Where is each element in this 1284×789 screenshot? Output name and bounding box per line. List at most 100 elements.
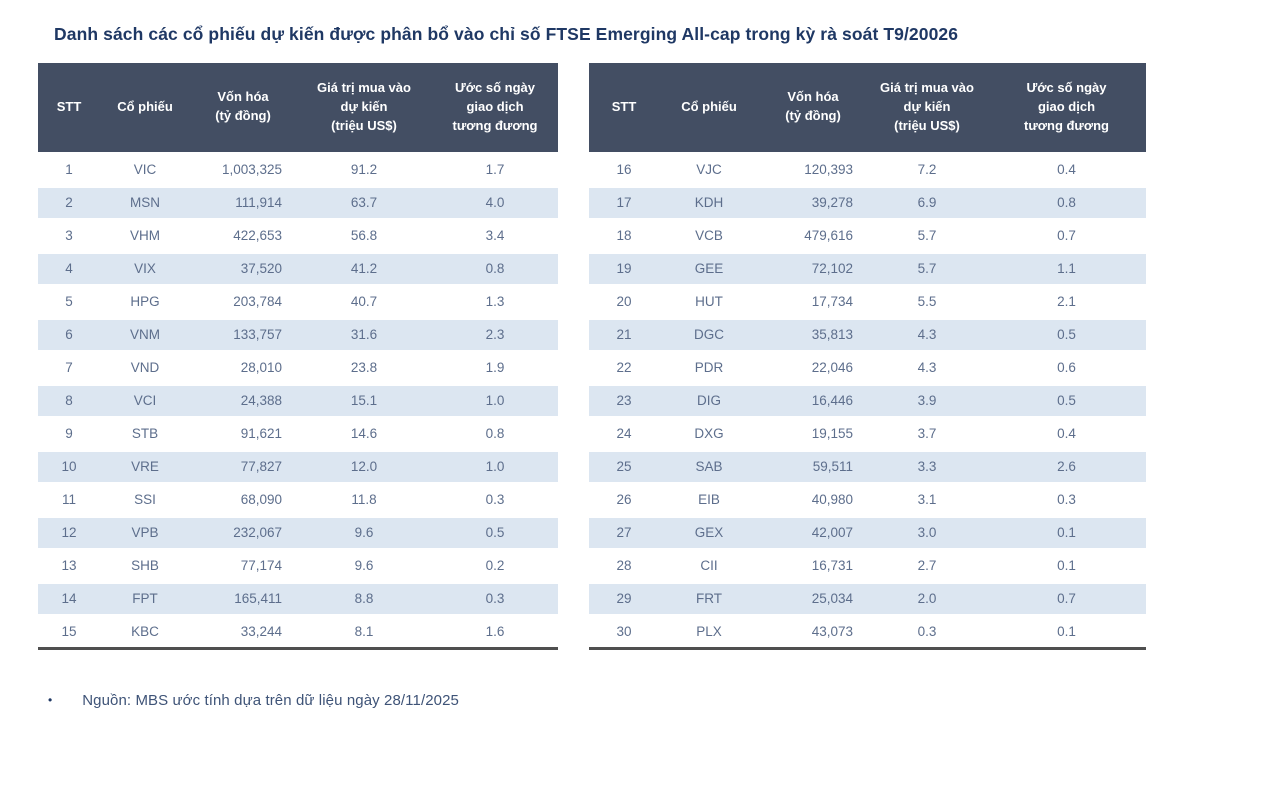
- table-row: 29 FRT 25,034 2.0 0.7: [589, 580, 1146, 615]
- table-cell: VIX: [100, 250, 190, 285]
- table-cell: 31.6: [296, 316, 432, 351]
- table-row: 7 VND 28,010 23.8 1.9: [38, 349, 558, 384]
- table-cell: GEX: [659, 514, 759, 549]
- table-cell: 39,278: [759, 184, 867, 219]
- table-cell: 0.1: [987, 613, 1146, 648]
- table-cell: 42,007: [759, 514, 867, 549]
- table-row: 26 EIB 40,980 3.1 0.3: [589, 481, 1146, 516]
- table-cell: VCI: [100, 382, 190, 417]
- table-cell: 19: [589, 250, 659, 285]
- table-cell: 1.9: [432, 349, 558, 384]
- table-row: 15 KBC 33,244 8.1 1.6: [38, 613, 558, 648]
- table-cell: 77,827: [190, 448, 296, 483]
- table-row: 21 DGC 35,813 4.3 0.5: [589, 316, 1146, 351]
- table-cell: 24,388: [190, 382, 296, 417]
- table-cell: 56.8: [296, 217, 432, 252]
- table-cell: 91,621: [190, 415, 296, 450]
- table-cell: EIB: [659, 481, 759, 516]
- table-cell: 15: [38, 613, 100, 648]
- table-cell: 12.0: [296, 448, 432, 483]
- table-cell: VNM: [100, 316, 190, 351]
- table-cell: 120,393: [759, 151, 867, 186]
- table-cell: 22,046: [759, 349, 867, 384]
- table-cell: 1.1: [987, 250, 1146, 285]
- col-header-ticker: Cổ phiếu: [100, 63, 190, 153]
- table-cell: 63.7: [296, 184, 432, 219]
- table-cell: 27: [589, 514, 659, 549]
- table-cell: SSI: [100, 481, 190, 516]
- header-row: STT Cổ phiếu Vốn hóa (tỷ đồng) Giá trị m…: [38, 63, 558, 153]
- table-cell: 5.5: [867, 283, 987, 318]
- table-cell: 28: [589, 547, 659, 582]
- table-cell: 0.7: [987, 580, 1146, 615]
- table-cell: SHB: [100, 547, 190, 582]
- table-cell: 3.0: [867, 514, 987, 549]
- table-cell: 1.7: [432, 151, 558, 186]
- table-cell: 2.7: [867, 547, 987, 582]
- table-cell: 24: [589, 415, 659, 450]
- table-cell: 133,757: [190, 316, 296, 351]
- table-cell: 20: [589, 283, 659, 318]
- table-cell: 0.3: [432, 580, 558, 615]
- table-cell: 2.6: [987, 448, 1146, 483]
- table-cell: 17,734: [759, 283, 867, 318]
- table-cell: VPB: [100, 514, 190, 549]
- table-cell: 232,067: [190, 514, 296, 549]
- table-row: 4 VIX 37,520 41.2 0.8: [38, 250, 558, 285]
- table-cell: 4.0: [432, 184, 558, 219]
- table-cell: 23: [589, 382, 659, 417]
- table-cell: KBC: [100, 613, 190, 648]
- table-cell: 2.1: [987, 283, 1146, 318]
- table-row: 12 VPB 232,067 9.6 0.5: [38, 514, 558, 549]
- table-cell: KDH: [659, 184, 759, 219]
- table-row: 17 KDH 39,278 6.9 0.8: [589, 184, 1146, 219]
- table-cell: CII: [659, 547, 759, 582]
- table-cell: 11.8: [296, 481, 432, 516]
- table-cell: 12: [38, 514, 100, 549]
- table-cell: FPT: [100, 580, 190, 615]
- table-cell: 37,520: [190, 250, 296, 285]
- table-cell: 0.3: [987, 481, 1146, 516]
- col-header-stt: STT: [589, 63, 659, 153]
- table-cell: DIG: [659, 382, 759, 417]
- table-cell: 14.6: [296, 415, 432, 450]
- table-cell: 0.6: [987, 349, 1146, 384]
- table-cell: 1.0: [432, 448, 558, 483]
- source-text: Nguồn: MBS ước tính dựa trên dữ liệu ngà…: [82, 691, 459, 709]
- col-header-trading-days: Ước số ngày giao dịch tương đương: [987, 63, 1146, 153]
- table-cell: 7.2: [867, 151, 987, 186]
- table-cell: 72,102: [759, 250, 867, 285]
- stocks-table-1-15: STT Cổ phiếu Vốn hóa (tỷ đồng) Giá trị m…: [38, 63, 558, 650]
- table-cell: 1: [38, 151, 100, 186]
- table-cell: 0.3: [432, 481, 558, 516]
- table-cell: 1.6: [432, 613, 558, 648]
- page-title: Danh sách các cổ phiếu dự kiến được phân…: [54, 24, 959, 44]
- table-row: 1 VIC 1,003,325 91.2 1.7: [38, 151, 558, 186]
- table-cell: 4.3: [867, 349, 987, 384]
- table-cell: 3: [38, 217, 100, 252]
- table-cell: 22: [589, 349, 659, 384]
- table-cell: 6.9: [867, 184, 987, 219]
- table-cell: 15.1: [296, 382, 432, 417]
- table-row: 27 GEX 42,007 3.0 0.1: [589, 514, 1146, 549]
- table-cell: 111,914: [190, 184, 296, 219]
- table-row: 2 MSN 111,914 63.7 4.0: [38, 184, 558, 219]
- table-cell: 91.2: [296, 151, 432, 186]
- table-row: 22 PDR 22,046 4.3 0.6: [589, 349, 1146, 384]
- table-cell: 68,090: [190, 481, 296, 516]
- table-cell: 0.7: [987, 217, 1146, 252]
- table-cell: 203,784: [190, 283, 296, 318]
- table-cell: 35,813: [759, 316, 867, 351]
- table-cell: 18: [589, 217, 659, 252]
- table-cell: 25: [589, 448, 659, 483]
- table-cell: MSN: [100, 184, 190, 219]
- table-row: 10 VRE 77,827 12.0 1.0: [38, 448, 558, 483]
- table-cell: GEE: [659, 250, 759, 285]
- table-cell: 40.7: [296, 283, 432, 318]
- table-cell: 43,073: [759, 613, 867, 648]
- table-cell: 0.4: [987, 415, 1146, 450]
- table-cell: 3.4: [432, 217, 558, 252]
- table-cell: 479,616: [759, 217, 867, 252]
- table-cell: 3.3: [867, 448, 987, 483]
